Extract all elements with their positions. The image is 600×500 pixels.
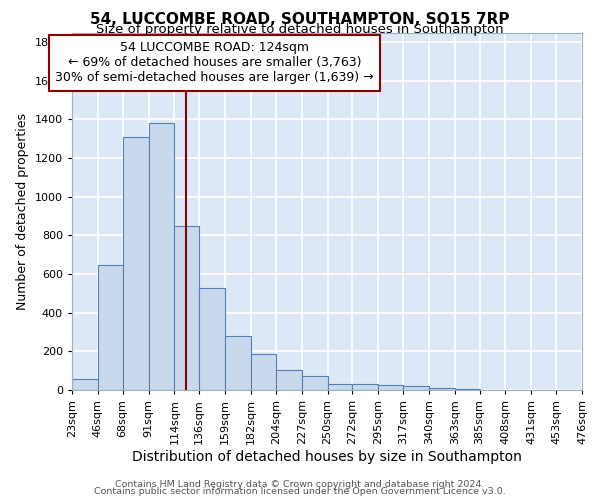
Bar <box>149 124 175 390</box>
Text: Size of property relative to detached houses in Southampton: Size of property relative to detached ho… <box>96 22 504 36</box>
Bar <box>455 389 479 390</box>
Bar <box>352 384 378 390</box>
Text: 54 LUCCOMBE ROAD: 124sqm
← 69% of detached houses are smaller (3,763)
30% of sem: 54 LUCCOMBE ROAD: 124sqm ← 69% of detach… <box>55 42 374 84</box>
Bar <box>429 388 455 390</box>
Bar <box>72 380 98 390</box>
Bar <box>225 336 251 390</box>
Text: Contains public sector information licensed under the Open Government Licence v3: Contains public sector information licen… <box>94 488 506 496</box>
Bar <box>122 137 149 390</box>
Bar <box>378 385 403 390</box>
X-axis label: Distribution of detached houses by size in Southampton: Distribution of detached houses by size … <box>132 450 522 464</box>
Bar <box>98 266 122 390</box>
Bar <box>302 376 328 390</box>
Bar <box>328 384 352 390</box>
Bar <box>403 386 429 390</box>
Bar <box>251 354 276 390</box>
Bar <box>199 288 225 390</box>
Text: 54, LUCCOMBE ROAD, SOUTHAMPTON, SO15 7RP: 54, LUCCOMBE ROAD, SOUTHAMPTON, SO15 7RP <box>90 12 510 28</box>
Y-axis label: Number of detached properties: Number of detached properties <box>16 113 29 310</box>
Bar <box>175 226 199 390</box>
Text: Contains HM Land Registry data © Crown copyright and database right 2024.: Contains HM Land Registry data © Crown c… <box>115 480 485 489</box>
Bar <box>276 370 302 390</box>
